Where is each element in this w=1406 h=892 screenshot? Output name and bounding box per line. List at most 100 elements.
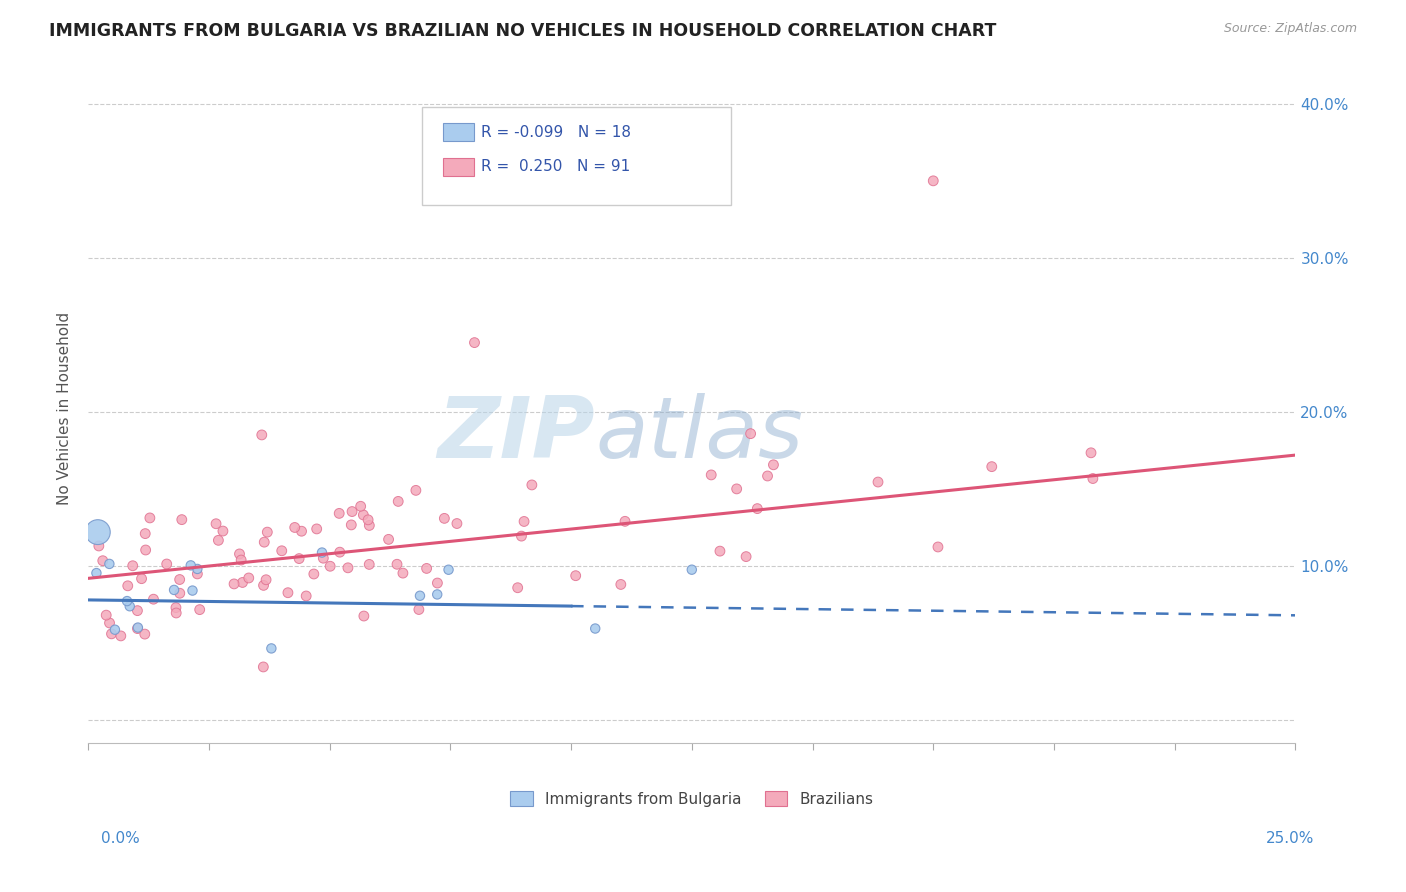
Point — [231, 575, 253, 590]
Point — [86, 566, 108, 580]
Point — [212, 524, 235, 538]
Point — [357, 513, 380, 527]
Point — [134, 526, 156, 541]
Text: R = -0.099   N = 18: R = -0.099 N = 18 — [481, 125, 631, 139]
Point — [87, 525, 110, 540]
Point — [250, 428, 273, 442]
Point — [98, 615, 121, 630]
Point — [735, 549, 758, 564]
Point — [520, 478, 543, 492]
Point — [762, 458, 785, 472]
Point — [295, 589, 318, 603]
Point — [142, 592, 165, 607]
Point — [284, 520, 307, 534]
Point — [252, 578, 274, 592]
Point — [1080, 446, 1102, 460]
Point — [415, 561, 437, 575]
Point — [614, 514, 637, 528]
Point — [392, 566, 415, 581]
Point — [681, 563, 703, 577]
Text: 25.0%: 25.0% — [1267, 831, 1315, 846]
Point — [181, 583, 204, 598]
Point — [408, 602, 430, 616]
Point — [353, 609, 375, 624]
Point — [110, 629, 132, 643]
Point — [135, 543, 157, 558]
Point — [163, 582, 186, 597]
Point — [170, 513, 193, 527]
Point — [564, 568, 586, 582]
Point — [104, 623, 127, 637]
Legend: Immigrants from Bulgaria, Brazilians: Immigrants from Bulgaria, Brazilians — [503, 784, 880, 813]
Point — [222, 577, 245, 591]
Point — [231, 553, 253, 567]
Point — [426, 576, 449, 591]
Point — [583, 622, 606, 636]
Point — [506, 581, 529, 595]
Point — [725, 482, 748, 496]
Point — [709, 544, 731, 558]
Point — [513, 515, 536, 529]
Point — [437, 563, 460, 577]
Point — [260, 641, 283, 656]
Point — [186, 566, 208, 581]
Point — [340, 517, 363, 532]
Point — [387, 494, 409, 508]
Point — [205, 516, 228, 531]
Point — [188, 602, 211, 616]
Point — [254, 573, 277, 587]
Point — [252, 660, 274, 674]
Point — [359, 558, 381, 572]
Point — [256, 525, 278, 540]
Point — [385, 558, 408, 572]
Point — [1081, 471, 1104, 485]
Y-axis label: No Vehicles in Household: No Vehicles in Household — [58, 311, 72, 505]
Point — [186, 562, 208, 576]
Point — [340, 504, 363, 518]
Point — [446, 516, 468, 531]
Point — [139, 511, 162, 525]
Point — [302, 566, 325, 581]
Point — [169, 573, 191, 587]
Point — [169, 586, 191, 600]
Point — [747, 501, 769, 516]
Point — [305, 522, 328, 536]
Point — [165, 600, 187, 615]
Point — [359, 518, 381, 533]
Point — [118, 599, 141, 614]
Point — [91, 554, 114, 568]
Point — [336, 561, 359, 575]
Point — [180, 558, 202, 573]
Point — [127, 604, 149, 618]
Point — [328, 507, 350, 521]
Text: 0.0%: 0.0% — [101, 831, 141, 846]
Point — [510, 529, 533, 543]
Point — [405, 483, 427, 498]
Point — [922, 174, 945, 188]
Point — [96, 608, 118, 623]
Point — [87, 539, 110, 553]
Point — [288, 551, 311, 566]
Point — [98, 557, 121, 571]
Point — [409, 589, 432, 603]
Point — [127, 622, 149, 636]
Point — [980, 459, 1002, 474]
Text: atlas: atlas — [595, 393, 803, 476]
Point — [352, 508, 374, 522]
Point — [311, 545, 333, 559]
Point — [610, 577, 633, 591]
Point — [115, 594, 138, 608]
Point — [700, 467, 723, 482]
Point — [131, 572, 153, 586]
Point — [156, 557, 179, 571]
Point — [270, 543, 292, 558]
Point — [253, 535, 276, 549]
Point — [740, 426, 762, 441]
Text: Source: ZipAtlas.com: Source: ZipAtlas.com — [1223, 22, 1357, 36]
Text: IMMIGRANTS FROM BULGARIA VS BRAZILIAN NO VEHICLES IN HOUSEHOLD CORRELATION CHART: IMMIGRANTS FROM BULGARIA VS BRAZILIAN NO… — [49, 22, 997, 40]
Point — [121, 558, 143, 573]
Point — [319, 559, 342, 574]
Point — [238, 571, 260, 585]
Point — [228, 547, 250, 561]
Point — [426, 587, 449, 601]
